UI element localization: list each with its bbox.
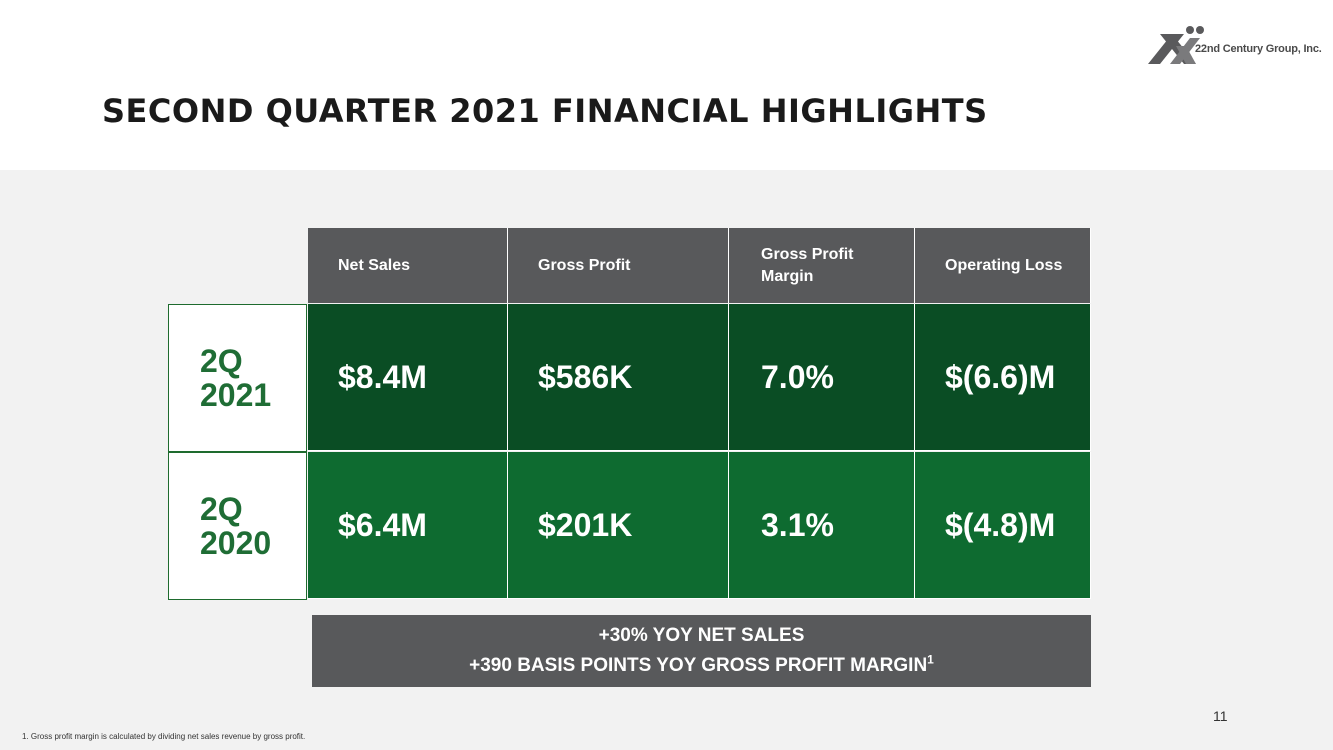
banner-line-gross-margin: +390 BASIS POINTS YOY GROSS PROFIT MARGI… <box>469 651 934 681</box>
row-label-quarter: 2Q <box>200 491 243 527</box>
cell-2020-gross-profit-margin: 3.1% <box>729 452 915 599</box>
cell-2021-gross-profit-margin: 7.0% <box>729 304 915 451</box>
logo-wordmark: 22nd Century Group, Inc. <box>1195 43 1322 55</box>
header-gross-profit: Gross Profit <box>508 228 729 303</box>
slide-title: SECOND QUARTER 2021 FINANCIAL HIGHLIGHTS <box>102 92 988 130</box>
row-label-quarter: 2Q <box>200 343 243 379</box>
cell-2020-operating-loss: $(4.8)M <box>915 452 1091 599</box>
footnote: 1. Gross profit margin is calculated by … <box>22 732 306 741</box>
cell-2020-gross-profit: $201K <box>508 452 729 599</box>
banner-line-gross-margin-text: +390 BASIS POINTS YOY GROSS PROFIT MARGI… <box>469 655 928 676</box>
company-logo-icon <box>1148 26 1204 64</box>
header-gross-profit-margin: Gross Profit Margin <box>729 228 915 303</box>
slide-header-area <box>0 0 1333 170</box>
footnote-marker: 1 <box>927 652 934 667</box>
row-label-year: 2021 <box>200 377 272 413</box>
header-net-sales: Net Sales <box>308 228 508 303</box>
row-label-year: 2020 <box>200 525 272 561</box>
cell-2020-net-sales: $6.4M <box>308 452 508 599</box>
row-label-2q-2021: 2Q 2021 <box>168 304 307 452</box>
header-operating-loss: Operating Loss <box>915 228 1091 303</box>
row-label-2q-2020: 2Q 2020 <box>168 452 307 600</box>
page-number: 11 <box>1213 708 1228 724</box>
cell-2021-operating-loss: $(6.6)M <box>915 304 1091 451</box>
cell-2021-net-sales: $8.4M <box>308 304 508 451</box>
banner-line-net-sales: +30% YOY NET SALES <box>598 625 805 646</box>
summary-banner: +30% YOY NET SALES +390 BASIS POINTS YOY… <box>312 615 1091 687</box>
cell-2021-gross-profit: $586K <box>508 304 729 451</box>
header-gross-profit-margin-label: Gross Profit Margin <box>761 245 854 285</box>
